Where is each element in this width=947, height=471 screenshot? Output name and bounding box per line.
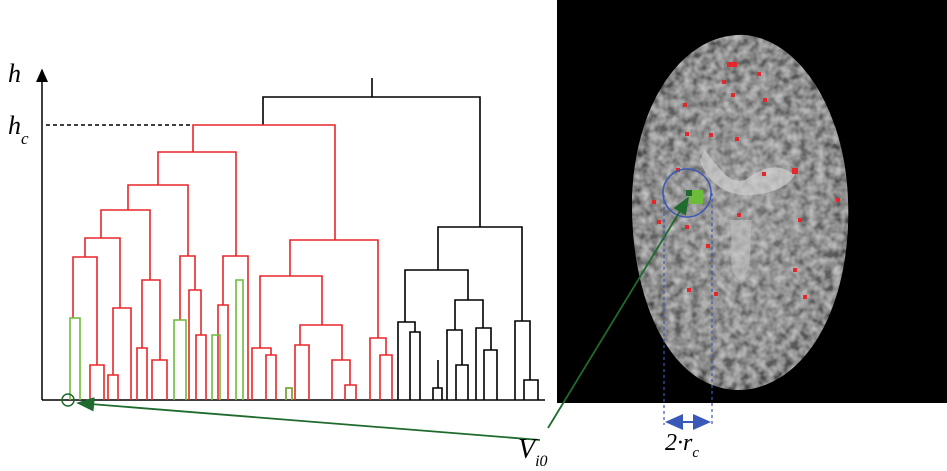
radius-label: 2·rc (665, 430, 699, 461)
arrow-to-leaf (78, 403, 540, 440)
dendrogram-red (73, 125, 392, 400)
figure: h hc (0, 0, 947, 471)
dendrogram-black (263, 78, 538, 400)
voxel-label: Vi0 (518, 434, 548, 470)
threshold-label: hc (8, 111, 29, 148)
seed-voxel-core (686, 190, 692, 196)
brain-image (632, 35, 848, 390)
axis-label: h (8, 59, 21, 88)
